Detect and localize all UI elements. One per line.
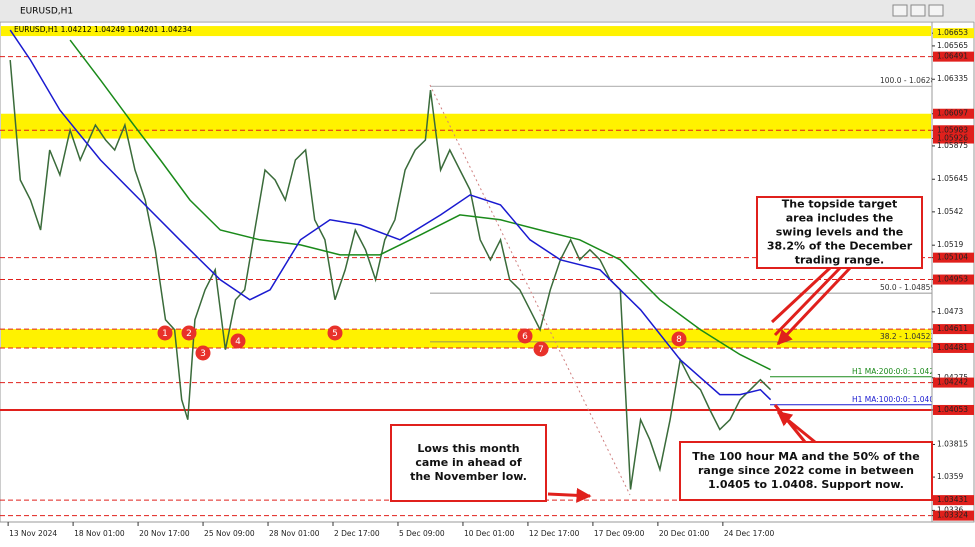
y-tick-badge	[933, 108, 974, 119]
y-tick-badge	[933, 510, 974, 521]
x-tick-label: 20 Nov 17:00	[139, 529, 190, 538]
y-tick-badge	[933, 28, 974, 39]
swing-marker	[671, 331, 687, 347]
swing-marker-label: 4	[235, 337, 241, 347]
swing-marker-label: 6	[522, 332, 528, 342]
y-tick-label: 1.0359	[937, 472, 963, 481]
annotation-box	[679, 441, 933, 501]
y-tick-label: 1.05983	[937, 125, 968, 134]
swing-marker	[517, 328, 533, 344]
swing-marker-label: 1	[162, 329, 168, 339]
arrow	[772, 266, 852, 344]
arrow	[775, 405, 816, 444]
swing-marker	[157, 325, 173, 341]
x-tick-label: 12 Dec 17:00	[529, 529, 580, 538]
price-axis	[931, 21, 975, 523]
swing-marker	[327, 325, 343, 341]
y-tick-label: 1.06335	[937, 74, 968, 83]
swing-marker-label: 3	[200, 349, 206, 359]
y-tick-label: 1.06097	[937, 109, 968, 118]
annotation-text: The topside target area includes the swing…	[767, 198, 913, 267]
y-tick-label: 1.06565	[937, 41, 968, 50]
y-tick-label: 1.05104	[937, 253, 968, 262]
y-tick-label: 1.0542	[937, 207, 963, 216]
chart-header: EURUSD,H1 1.04212 1.04249 1.04201 1.0423…	[14, 25, 192, 34]
annotation-box	[390, 424, 547, 502]
x-tick-label: 13 Nov 2024	[9, 529, 57, 538]
price-line	[9, 60, 772, 490]
y-tick-label: 1.03431	[937, 495, 968, 504]
y-tick-badge	[933, 274, 974, 285]
y-tick-label: 1.04611	[937, 324, 968, 333]
x-tick-label: 2 Dec 17:00	[334, 529, 380, 538]
maximize-button[interactable]	[910, 4, 926, 17]
swing-marker-label: 8	[676, 335, 682, 345]
x-tick-label: 25 Nov 09:00	[204, 529, 255, 538]
swing-marker-label: 2	[186, 329, 192, 339]
swing-marker	[195, 345, 211, 361]
y-tick-label: 1.05645	[937, 174, 968, 183]
target-zone	[1, 26, 931, 37]
y-tick-label: 1.04481	[937, 343, 968, 352]
fib-label: 100.0 - 1.06287	[880, 76, 940, 85]
y-tick-badge	[933, 404, 974, 415]
y-tick-badge	[933, 51, 974, 62]
minimize-button[interactable]	[892, 4, 908, 17]
close-button[interactable]	[928, 4, 944, 17]
y-tick-label: 1.05926	[937, 134, 968, 143]
y-tick-label: 1.04053	[937, 405, 968, 414]
x-tick-label: 5 Dec 09:00	[399, 529, 445, 538]
y-tick-label: 1.05875	[937, 141, 968, 150]
ma-label: H1 MA:100:0:0: 1.04089	[852, 395, 944, 404]
y-tick-label: 1.06653	[937, 28, 968, 37]
fib-diagonal	[429, 84, 631, 496]
swing-marker	[533, 341, 549, 357]
y-tick-badge	[933, 342, 974, 353]
annotation-text: The 100 hour MA and the 50% of the range …	[692, 450, 919, 491]
annotation-text: Lows this month came in ahead of the Novem…	[410, 442, 527, 483]
swing-marker-label: 7	[538, 345, 544, 355]
x-tick-label: 28 Nov 01:00	[269, 529, 320, 538]
window-title: EURUSD,H1	[20, 7, 73, 17]
y-tick-label: 1.0519	[937, 240, 963, 249]
annotation-box	[756, 196, 923, 269]
y-tick-badge	[933, 125, 974, 136]
y-tick-label: 1.06491	[937, 52, 968, 61]
arrow	[547, 487, 592, 503]
y-tick-badge	[933, 324, 974, 335]
swing-marker	[181, 325, 197, 341]
price-line	[69, 39, 771, 371]
y-tick-label: 1.0336	[937, 505, 963, 514]
y-tick-badge	[933, 252, 974, 263]
y-tick-label: 1.04953	[937, 275, 968, 284]
fib-label: 38.2 - 1.04523	[880, 332, 935, 341]
title-bar	[0, 0, 975, 21]
target-zone	[1, 113, 931, 139]
y-tick-badge	[933, 133, 974, 144]
swing-marker	[230, 333, 246, 349]
y-tick-badge	[933, 377, 974, 388]
x-tick-label: 24 Dec 17:00	[724, 529, 775, 538]
y-tick-badge	[933, 495, 974, 506]
x-tick-label: 17 Dec 09:00	[594, 529, 645, 538]
x-tick-label: 20 Dec 01:00	[659, 529, 710, 538]
x-tick-label: 10 Dec 01:00	[464, 529, 515, 538]
y-tick-label: 1.0473	[937, 307, 963, 316]
y-tick-label: 1.04242	[937, 378, 968, 387]
y-tick-label: 1.04275	[937, 373, 968, 382]
price-line	[9, 29, 772, 401]
y-tick-label: 1.03815	[937, 439, 968, 448]
swing-marker-label: 5	[332, 329, 338, 339]
fib-label: 50.0 - 1.04859	[880, 283, 935, 292]
y-tick-label: 1.03324	[937, 511, 968, 520]
x-tick-label: 18 Nov 01:00	[74, 529, 125, 538]
ma-label: H1 MA:200:0:0: 1.04282	[852, 367, 944, 376]
